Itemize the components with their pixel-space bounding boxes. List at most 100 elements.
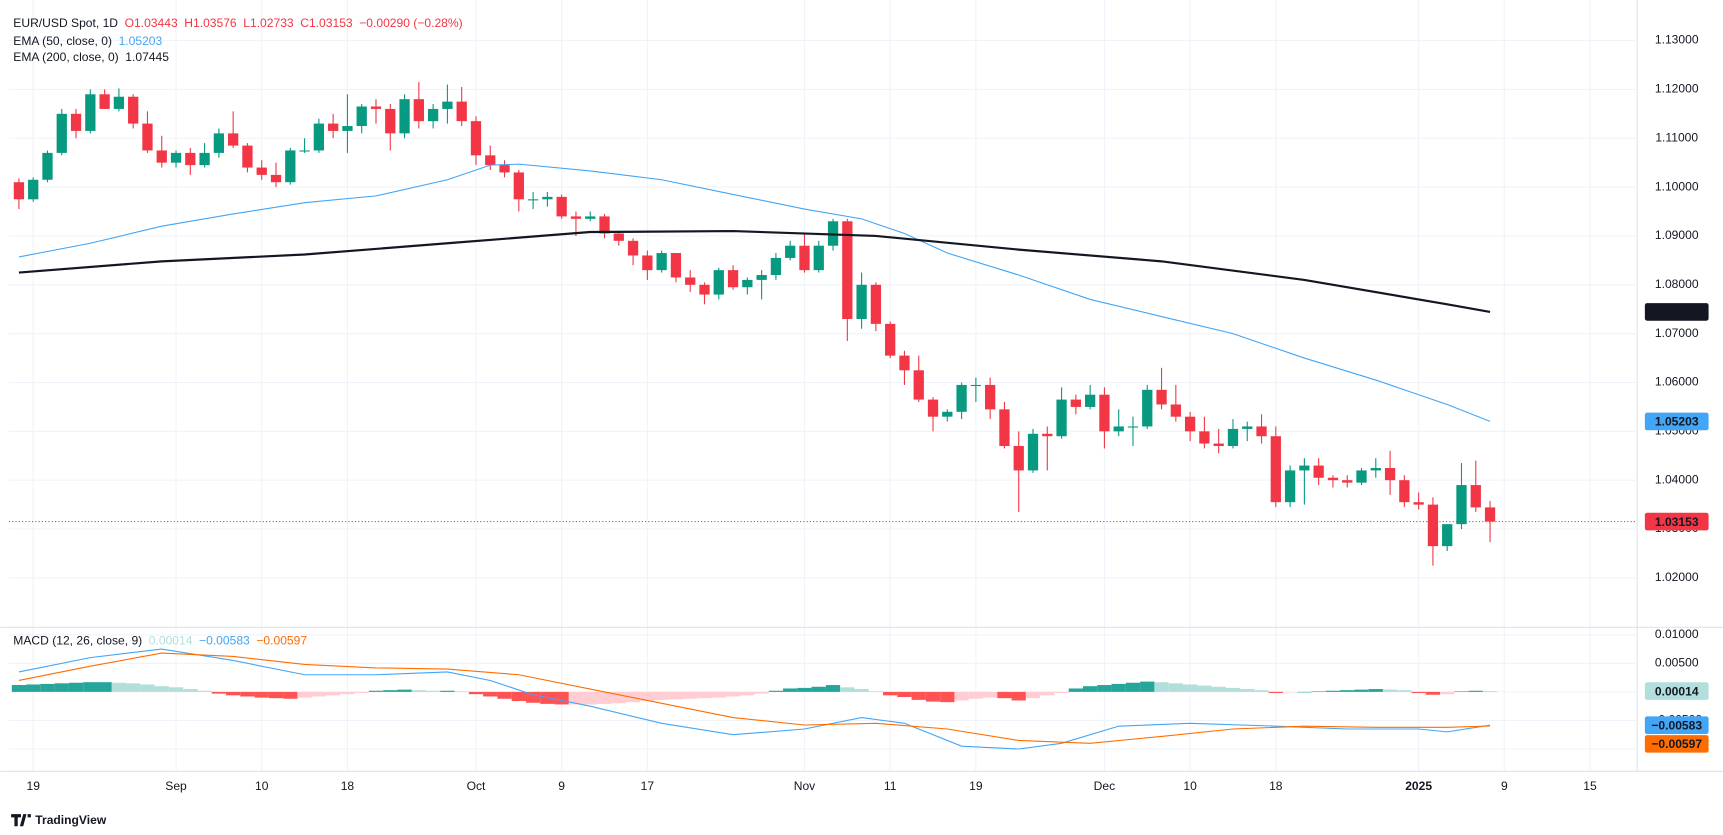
histogram-bar: [897, 691, 912, 698]
y-tick-label: 0.00500: [1655, 656, 1699, 670]
y-tick-label: 1.04000: [1655, 472, 1699, 486]
indicator-title: MACD (12, 26, close, 9): [13, 634, 142, 648]
candle-body: [1327, 477, 1339, 481]
legend-value: −0.00597: [256, 634, 307, 648]
x-tick-label: 9: [1501, 779, 1508, 793]
histogram-bar: [154, 686, 169, 692]
histogram-bar: [511, 691, 526, 702]
candle-body: [1442, 524, 1453, 547]
indicator-line: [18, 648, 1491, 750]
y-tick-label: 1.13000: [1655, 33, 1699, 47]
candle-body: [1213, 443, 1224, 446]
candle-body: [185, 152, 196, 166]
histogram-bar: [740, 691, 755, 696]
price-badge-label: −0.00583: [1651, 718, 1702, 732]
indicator-line: [18, 163, 1491, 422]
x-tick-label: 10: [1183, 779, 1197, 793]
candle-body: [1299, 465, 1310, 471]
candle-body: [456, 101, 467, 122]
candle-body: [99, 94, 110, 109]
y-tick-label: 0.01000: [1655, 627, 1699, 641]
histogram-bar: [1125, 682, 1141, 692]
candle-body: [213, 133, 225, 153]
candle-body: [527, 199, 539, 201]
candle-body: [342, 126, 353, 131]
histogram-bar: [340, 691, 355, 695]
price-badge: [1644, 716, 1709, 734]
candle-body: [956, 384, 967, 412]
histogram-bar: [68, 682, 84, 692]
histogram-bar: [326, 691, 341, 696]
histogram-bar: [668, 691, 684, 700]
candle-body: [570, 216, 582, 219]
x-tick-label: 15: [1583, 779, 1597, 793]
candle-body: [270, 174, 282, 183]
candle-body: [627, 240, 639, 256]
candle-body: [899, 355, 910, 371]
histogram-bar: [1097, 685, 1112, 692]
candle-body: [399, 99, 410, 134]
indicator-line: [18, 229, 1491, 313]
candle-body: [1456, 485, 1467, 525]
histogram-bar: [568, 691, 584, 705]
x-tick-label: 11: [884, 779, 897, 793]
candle-body: [1099, 394, 1110, 432]
histogram-bar: [554, 691, 569, 705]
x-tick-label: 18: [341, 779, 355, 793]
candle-body: [785, 245, 796, 258]
histogram-bar: [1482, 691, 1498, 692]
histogram-bar: [1311, 691, 1326, 692]
histogram-bar: [1468, 690, 1483, 692]
histogram-bar: [1254, 690, 1269, 692]
histogram-bar: [968, 691, 984, 699]
y-tick-label: 1.11000: [1655, 130, 1698, 144]
histogram-bar: [1082, 686, 1098, 692]
histogram-bar: [1382, 689, 1398, 692]
histogram-bar: [597, 691, 612, 704]
histogram-bar: [1297, 691, 1312, 693]
histogram-bar: [211, 691, 227, 694]
candle-body: [56, 113, 67, 153]
candle-body: [756, 275, 767, 280]
candle-body: [613, 233, 624, 241]
histogram-bar: [126, 683, 141, 692]
x-tick-label: 19: [26, 779, 40, 793]
histogram-bar: [97, 682, 112, 692]
price-badge-label: 1.05203: [1655, 415, 1699, 429]
histogram-bar: [254, 691, 269, 698]
histogram-bar: [711, 691, 726, 698]
histogram-bar: [411, 690, 426, 692]
histogram-bar: [825, 685, 841, 692]
histogram-bar: [925, 691, 941, 702]
histogram-bar: [440, 690, 455, 692]
indicator-line: [18, 652, 1491, 744]
candle-body: [142, 123, 153, 151]
candle-body: [85, 94, 96, 131]
candle-body: [485, 155, 496, 166]
candle-body: [770, 257, 782, 276]
histogram-bar: [1225, 687, 1241, 692]
candle-body: [370, 106, 382, 109]
histogram-bar: [497, 691, 512, 699]
histogram-bar: [1182, 684, 1198, 692]
candle-body: [599, 216, 610, 234]
candle-body: [156, 150, 167, 163]
histogram-bar: [1268, 691, 1283, 694]
histogram-bar: [354, 691, 369, 694]
histogram-bar: [1368, 689, 1383, 692]
candle-body: [470, 121, 482, 156]
price-badge-label: 1.03153: [1655, 515, 1699, 529]
x-tick-label: 18: [1269, 779, 1283, 793]
candle-body: [1013, 445, 1024, 471]
histogram-bar: [868, 691, 884, 692]
histogram-bar: [383, 690, 398, 692]
price-badge: [1644, 512, 1709, 531]
candle-body: [1227, 428, 1239, 446]
x-tick-label: Oct: [467, 779, 486, 793]
histogram-bar: [640, 691, 655, 702]
candle-body: [128, 96, 139, 124]
candle-body: [642, 255, 653, 271]
candle-body: [413, 99, 424, 122]
candle-body: [727, 270, 739, 288]
